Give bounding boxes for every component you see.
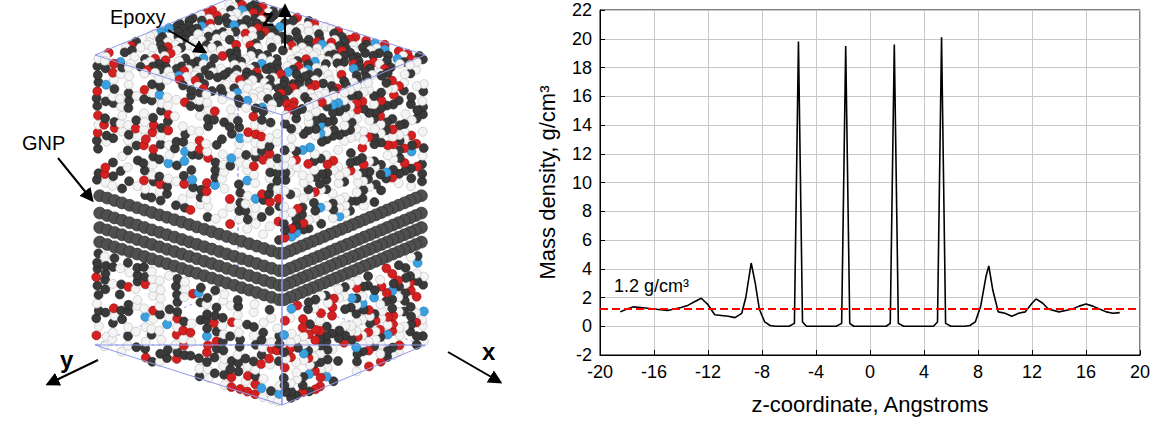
svg-text:12: 12 bbox=[572, 144, 592, 164]
svg-text:20: 20 bbox=[572, 29, 592, 49]
svg-text:4: 4 bbox=[919, 362, 929, 382]
svg-text:4: 4 bbox=[582, 259, 592, 279]
svg-text:z: z bbox=[262, 4, 274, 31]
svg-text:1.2 g/cm³: 1.2 g/cm³ bbox=[614, 276, 689, 296]
svg-text:z-coordinate, Angstroms: z-coordinate, Angstroms bbox=[751, 392, 988, 417]
svg-text:2: 2 bbox=[582, 288, 592, 308]
svg-text:y: y bbox=[60, 346, 74, 373]
svg-text:22: 22 bbox=[572, 0, 592, 20]
svg-text:8: 8 bbox=[973, 362, 983, 382]
svg-text:12: 12 bbox=[1022, 362, 1042, 382]
svg-text:16: 16 bbox=[572, 86, 592, 106]
svg-text:0: 0 bbox=[865, 362, 875, 382]
svg-text:0: 0 bbox=[582, 316, 592, 336]
svg-text:GNP: GNP bbox=[22, 132, 65, 154]
svg-text:-20: -20 bbox=[587, 362, 613, 382]
svg-text:Epoxy: Epoxy bbox=[110, 6, 166, 28]
svg-text:x: x bbox=[482, 338, 496, 365]
svg-text:18: 18 bbox=[572, 58, 592, 78]
svg-text:14: 14 bbox=[572, 115, 592, 135]
svg-text:10: 10 bbox=[572, 173, 592, 193]
svg-text:20: 20 bbox=[1130, 362, 1150, 382]
svg-text:-4: -4 bbox=[808, 362, 824, 382]
svg-text:Mass density, g/cm³: Mass density, g/cm³ bbox=[535, 86, 560, 280]
svg-text:-12: -12 bbox=[695, 362, 721, 382]
svg-text:16: 16 bbox=[1076, 362, 1096, 382]
svg-text:-8: -8 bbox=[754, 362, 770, 382]
svg-text:-2: -2 bbox=[576, 345, 592, 365]
svg-text:6: 6 bbox=[582, 230, 592, 250]
svg-text:-16: -16 bbox=[641, 362, 667, 382]
svg-text:8: 8 bbox=[582, 201, 592, 221]
